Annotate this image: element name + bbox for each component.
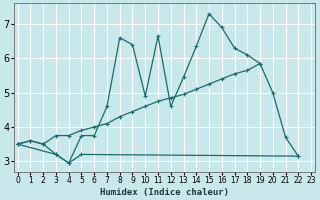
X-axis label: Humidex (Indice chaleur): Humidex (Indice chaleur) xyxy=(100,188,229,197)
